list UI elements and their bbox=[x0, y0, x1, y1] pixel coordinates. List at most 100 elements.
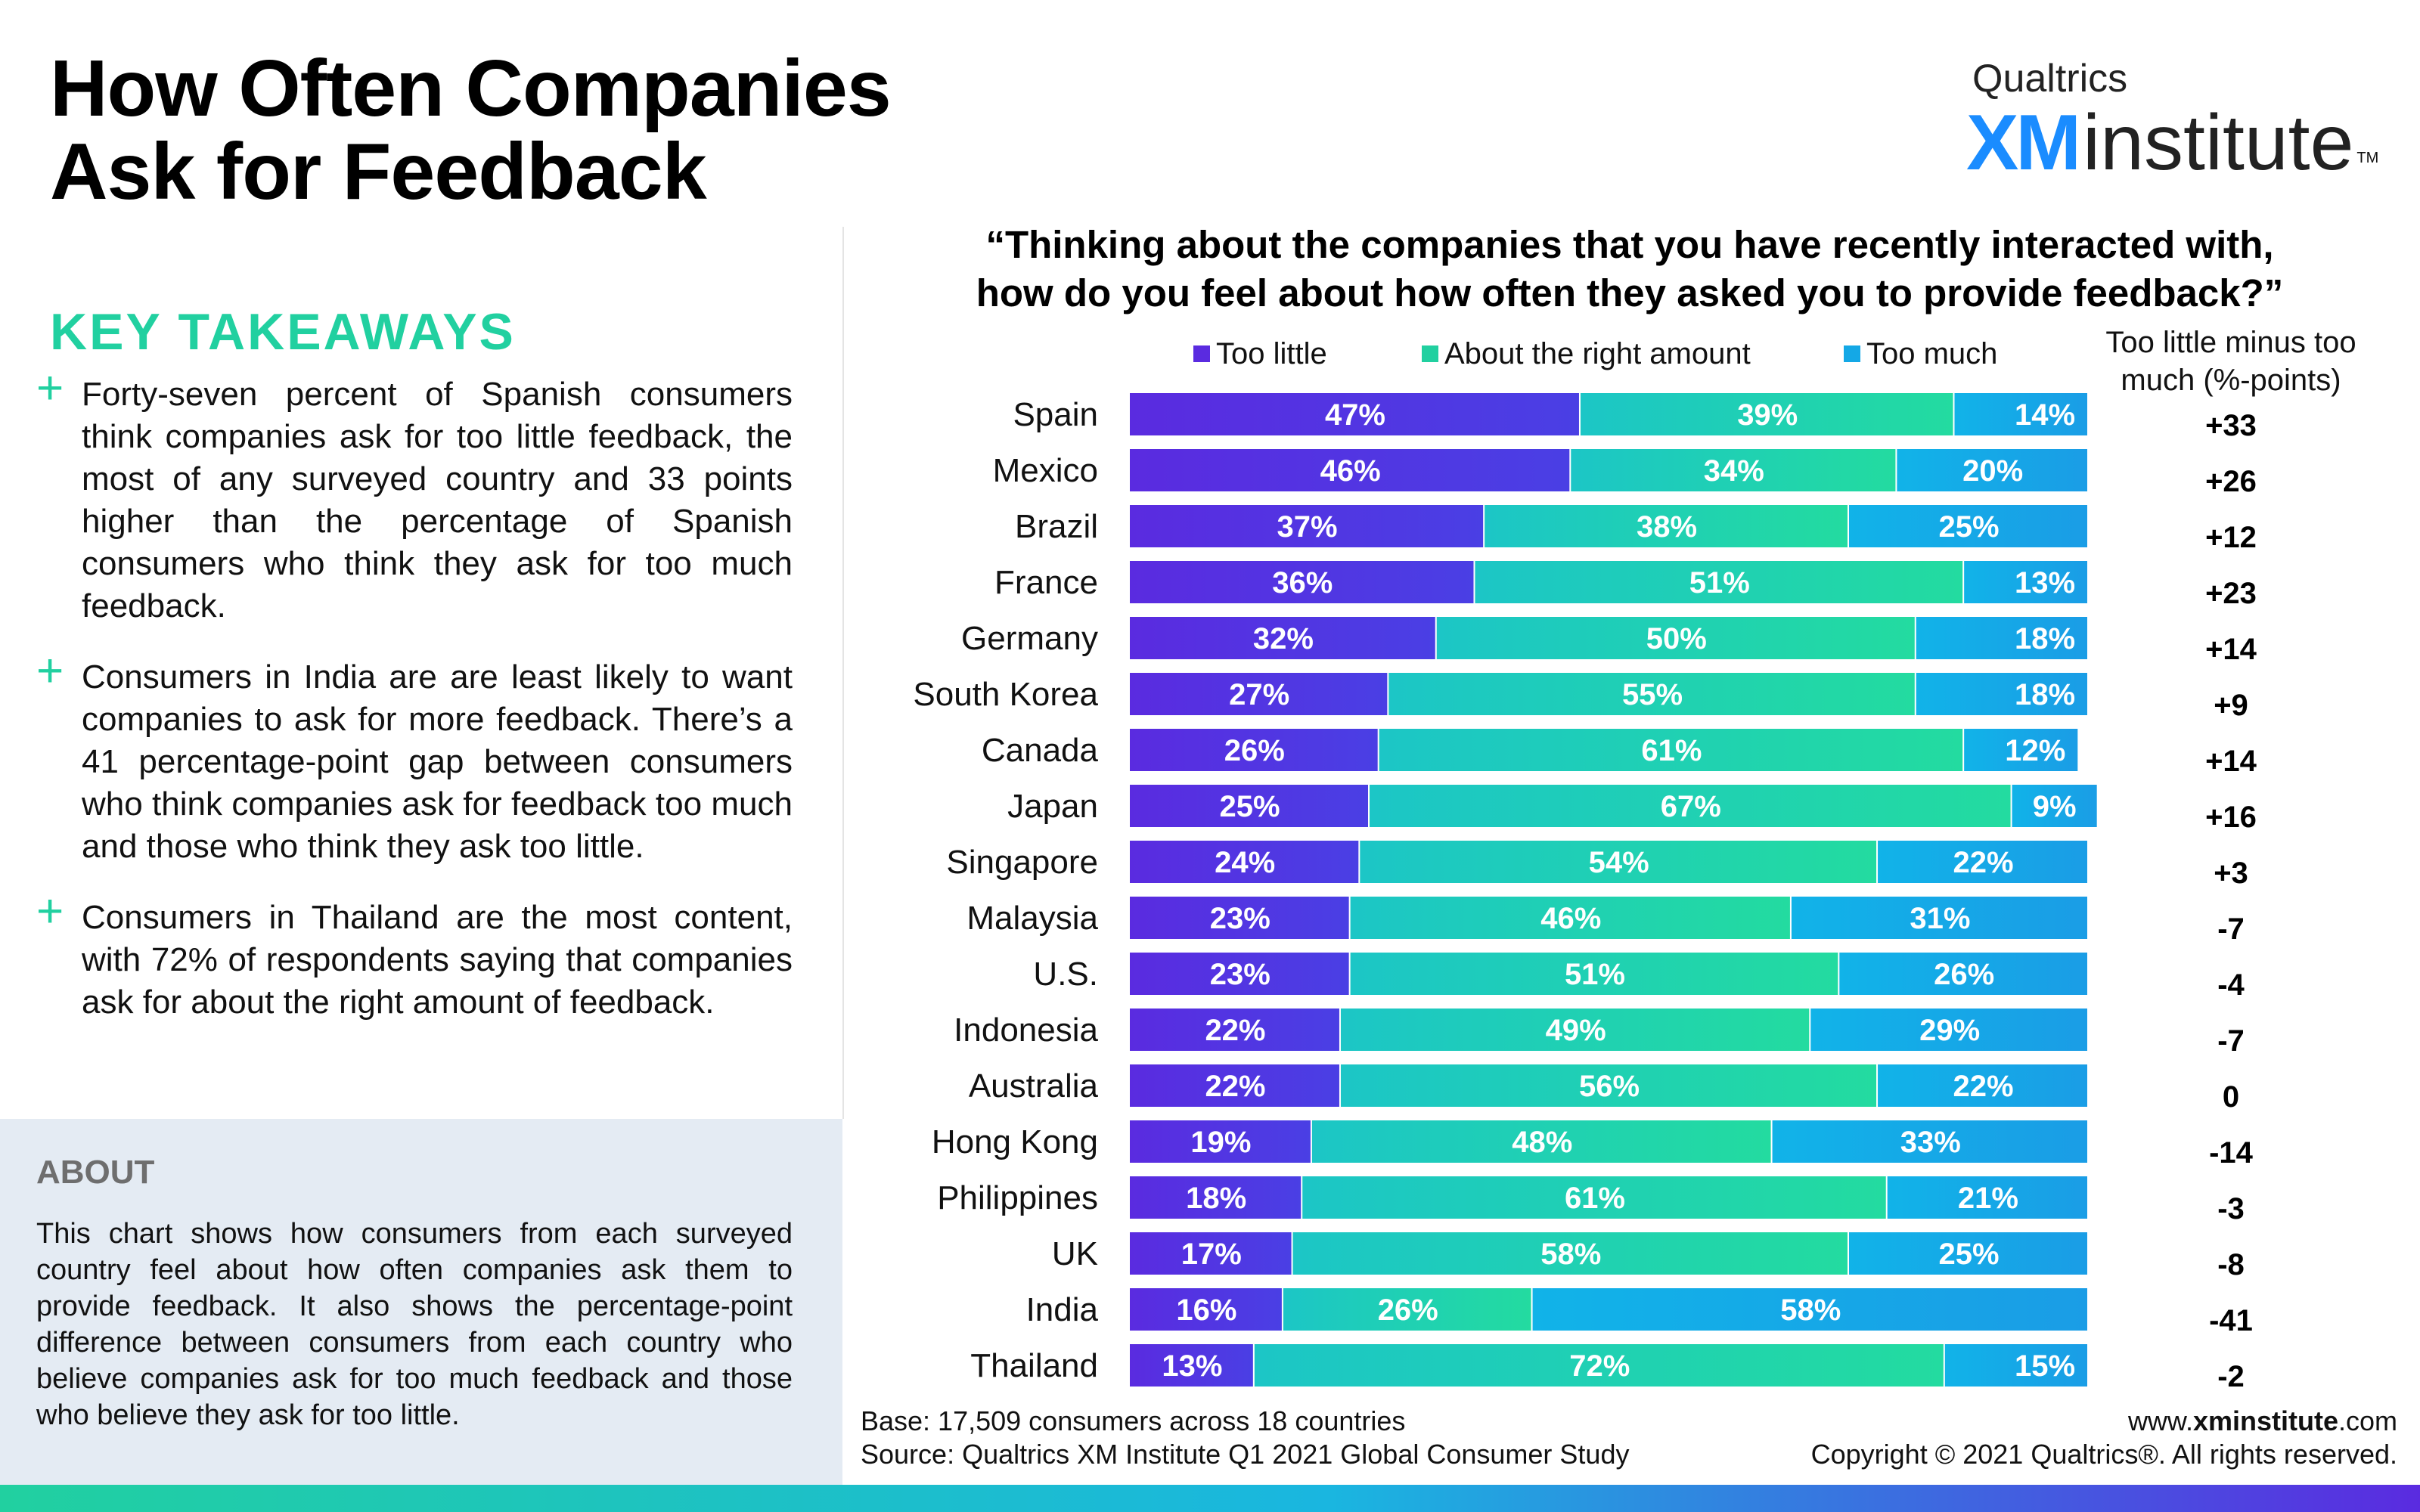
difference-value: +3 bbox=[2214, 857, 2248, 890]
bar-too-much bbox=[1772, 1120, 2087, 1163]
legend-label: Too little bbox=[1216, 336, 1327, 370]
logo-wordmark: XM institute TM bbox=[1966, 99, 2378, 200]
data-label: 38% bbox=[1637, 510, 1697, 544]
data-label: 25% bbox=[1219, 790, 1280, 823]
category-label: UK bbox=[1052, 1235, 1098, 1272]
page-title: How Often Companies Ask for Feedback bbox=[50, 47, 957, 213]
bar-too-little bbox=[1130, 729, 1378, 771]
bar-too-little bbox=[1130, 1288, 1282, 1331]
category-label: Thailand bbox=[970, 1347, 1098, 1384]
category-label: Canada bbox=[982, 732, 1099, 769]
data-label: 13% bbox=[2015, 566, 2075, 600]
data-label: 12% bbox=[2005, 734, 2065, 767]
bar-about-right bbox=[1580, 393, 1953, 435]
bar-about-right bbox=[1350, 897, 1790, 939]
data-label: 36% bbox=[1272, 566, 1333, 600]
category-label: Philippines bbox=[937, 1179, 1098, 1216]
data-label: 25% bbox=[1938, 1238, 1999, 1271]
bar-too-much bbox=[1810, 1009, 2087, 1051]
data-label: 31% bbox=[1910, 902, 1970, 935]
data-label: 48% bbox=[1512, 1126, 1572, 1159]
logo-institute-text: institute bbox=[2083, 99, 2354, 187]
bar-too-much bbox=[1964, 561, 2087, 603]
plus-icon: + bbox=[36, 885, 64, 937]
category-label: South Korea bbox=[913, 676, 1098, 713]
data-label: 27% bbox=[1229, 678, 1289, 711]
bar-about-right bbox=[1571, 449, 1896, 491]
bar-about-right bbox=[1283, 1288, 1531, 1331]
takeaway-item: + Consumers in Thailand are the most con… bbox=[36, 888, 793, 1024]
data-label: 26% bbox=[1934, 958, 1994, 991]
data-label: 20% bbox=[1962, 454, 2023, 488]
category-label: Singapore bbox=[946, 844, 1098, 881]
key-takeaways-list: + Forty-seven percent of Spanish consume… bbox=[36, 365, 793, 1052]
source-note: Source: Qualtrics XM Institute Q1 2021 G… bbox=[861, 1439, 1630, 1470]
difference-value: -41 bbox=[2209, 1304, 2253, 1337]
data-label: 39% bbox=[1737, 398, 1798, 432]
bar-too-much bbox=[1849, 1232, 2087, 1275]
category-label: Brazil bbox=[1015, 508, 1098, 545]
data-label: 56% bbox=[1579, 1070, 1640, 1103]
bar-too-much bbox=[1964, 729, 2078, 771]
data-label: 14% bbox=[2015, 398, 2075, 432]
chart-footer-source: Base: 17,509 consumers across 18 countri… bbox=[861, 1405, 1629, 1471]
category-label: Australia bbox=[969, 1067, 1099, 1105]
chart-title: “Thinking about the companies that you h… bbox=[885, 221, 2375, 318]
column-divider bbox=[842, 227, 844, 1119]
difference-value: +23 bbox=[2205, 577, 2257, 610]
difference-column-header: Too little minus too much (%-points) bbox=[2105, 326, 2356, 397]
bar-too-little bbox=[1130, 785, 1368, 827]
website-link[interactable]: www.xminstitute.com bbox=[2127, 1405, 2397, 1436]
data-label: 49% bbox=[1546, 1014, 1606, 1047]
bar-too-much bbox=[1839, 953, 2087, 995]
bar-about-right bbox=[1254, 1344, 1944, 1387]
data-label: 61% bbox=[1641, 734, 1702, 767]
data-label: 22% bbox=[1205, 1014, 1265, 1047]
legend-label: About the right amount bbox=[1444, 336, 1751, 370]
logo-trademark: TM bbox=[2356, 150, 2379, 166]
category-label: Germany bbox=[961, 620, 1098, 657]
category-label: Japan bbox=[1007, 788, 1098, 825]
bar-too-much bbox=[1878, 841, 2087, 883]
bar-too-much bbox=[1916, 673, 2087, 715]
data-label: 29% bbox=[1919, 1014, 1980, 1047]
plus-icon: + bbox=[36, 362, 64, 414]
bar-about-right bbox=[1436, 617, 1915, 659]
takeaway-item: + Forty-seven percent of Spanish consume… bbox=[36, 365, 793, 627]
copyright-text: Copyright © 2021 Qualtrics®. All rights … bbox=[1810, 1439, 2397, 1470]
about-text: This chart shows how consumers from each… bbox=[36, 1218, 793, 1431]
key-takeaways-heading: KEY TAKEAWAYS bbox=[50, 303, 516, 361]
bar-too-little bbox=[1130, 1120, 1311, 1163]
bar-too-much bbox=[1944, 1344, 2087, 1387]
data-label: 22% bbox=[1953, 1070, 2013, 1103]
data-label: 46% bbox=[1320, 454, 1381, 488]
difference-value: -7 bbox=[2217, 1024, 2245, 1058]
data-label: 50% bbox=[1646, 622, 1707, 655]
takeaway-item: + Consumers in India are are least likel… bbox=[36, 648, 793, 868]
bar-too-little bbox=[1130, 617, 1435, 659]
bar-about-right bbox=[1370, 785, 2011, 827]
logo-qualtrics-text: Qualtrics bbox=[1972, 57, 2128, 101]
data-label: 9% bbox=[2033, 790, 2077, 823]
bar-too-little bbox=[1130, 561, 1474, 603]
bar-too-little bbox=[1130, 449, 1570, 491]
data-label: 51% bbox=[1565, 958, 1625, 991]
bar-too-much bbox=[1791, 897, 2087, 939]
category-label: India bbox=[1026, 1291, 1099, 1328]
difference-value: +26 bbox=[2205, 465, 2257, 498]
difference-value: -4 bbox=[2217, 968, 2245, 1002]
bottom-color-strip bbox=[0, 1485, 2420, 1512]
difference-value: -14 bbox=[2209, 1136, 2254, 1170]
data-label: 32% bbox=[1253, 622, 1314, 655]
plus-icon: + bbox=[36, 645, 64, 697]
chart-footer-copyright: www.xminstitute.com Copyright © 2021 Qua… bbox=[1811, 1405, 2397, 1471]
category-label: Hong Kong bbox=[932, 1123, 1098, 1160]
difference-value: +14 bbox=[2205, 745, 2257, 778]
takeaway-text: Consumers in India are are least likely … bbox=[82, 658, 793, 865]
difference-value: +16 bbox=[2205, 801, 2257, 834]
qualtrics-xm-institute-logo: Qualtrics XM institute TM bbox=[1966, 56, 2378, 200]
category-label: Malaysia bbox=[966, 900, 1098, 937]
bar-too-little bbox=[1130, 841, 1359, 883]
bar-too-little bbox=[1130, 1232, 1292, 1275]
bar-too-little bbox=[1130, 1009, 1339, 1051]
